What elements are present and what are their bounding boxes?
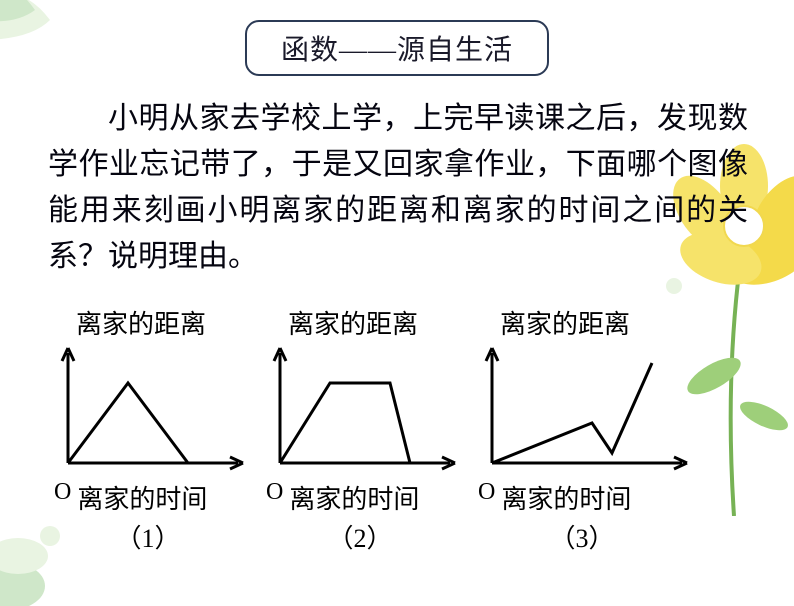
title-box: 函数——源自生活	[245, 20, 549, 76]
chart-1-plot	[48, 343, 248, 483]
chart-1-xaxis-text: 离家的时间	[77, 479, 207, 516]
charts-row: 离家的距离 O 离家的时间 （1） 离家的距离 O 离家的时间 （2） 离家的距…	[48, 304, 748, 555]
chart-2-plot	[260, 343, 460, 483]
chart-3-xaxis-text: 离家的时间	[501, 479, 631, 516]
chart-2-xlabel: O 离家的时间	[260, 479, 460, 516]
question-paragraph: 小明从家去学校上学，上完早读课之后，发现数学作业忘记带了，于是又回家拿作业，下面…	[48, 96, 748, 280]
chart-2-ylabel: 离家的距离	[260, 304, 460, 341]
chart-3-ylabel: 离家的距离	[472, 304, 692, 341]
chart-3: 离家的距离 O 离家的时间 （3）	[472, 304, 692, 555]
chart-3-xlabel: O 离家的时间	[472, 479, 692, 516]
chart-1-caption: （1）	[115, 518, 180, 555]
chart-2-caption: （2）	[327, 518, 392, 555]
chart-2: 离家的距离 O 离家的时间 （2）	[260, 304, 460, 555]
chart-2-origin: O	[266, 479, 283, 516]
chart-1-origin: O	[54, 479, 71, 516]
chart-1-xlabel: O 离家的时间	[48, 479, 248, 516]
chart-2-xaxis-text: 离家的时间	[289, 479, 419, 516]
chart-3-plot	[472, 343, 692, 483]
chart-1-ylabel: 离家的距离	[48, 304, 248, 341]
decoration-top-left	[0, 0, 90, 80]
chart-1: 离家的距离 O 离家的时间 （1）	[48, 304, 248, 555]
page-title: 函数——源自生活	[281, 35, 513, 66]
chart-3-origin: O	[478, 479, 495, 516]
chart-3-caption: （3）	[549, 518, 614, 555]
